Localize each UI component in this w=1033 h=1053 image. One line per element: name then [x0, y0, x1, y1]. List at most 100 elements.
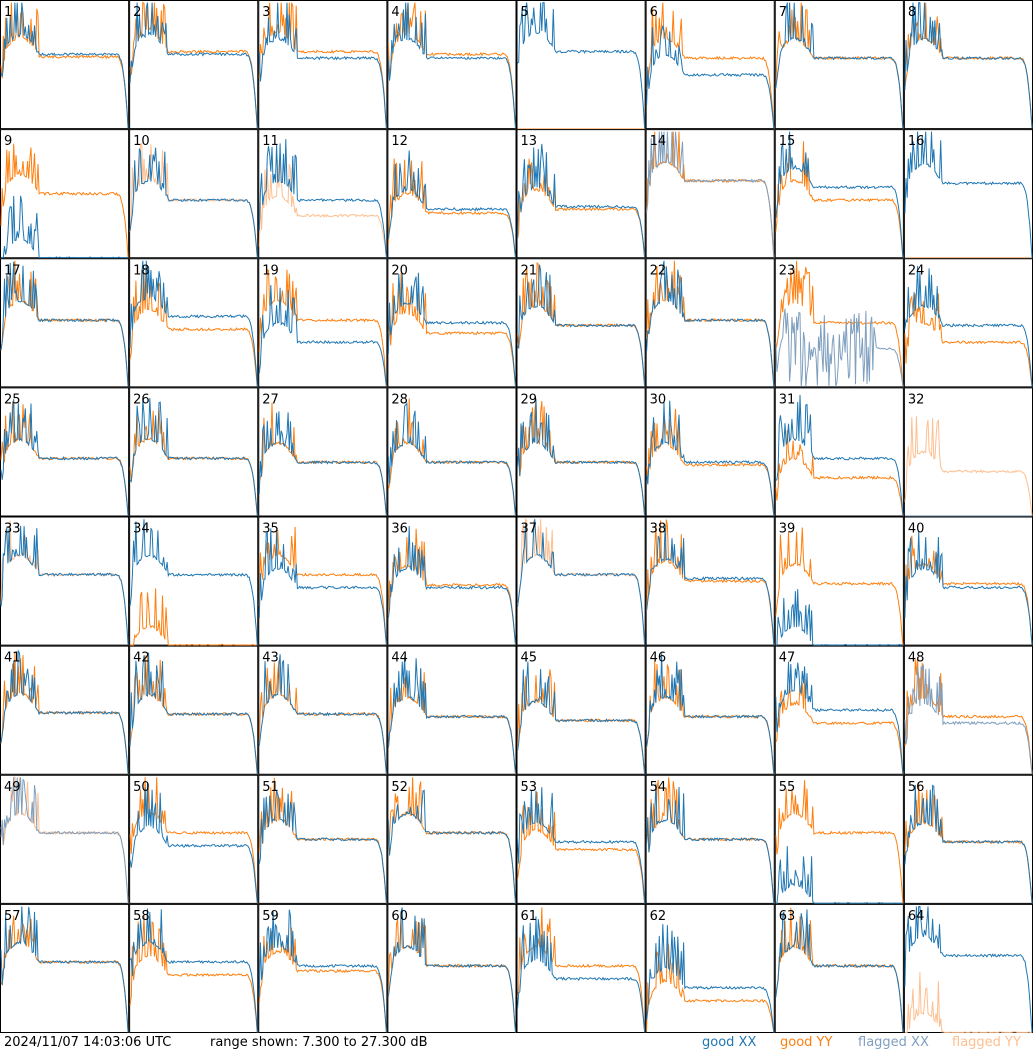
series-xx-line	[258, 411, 387, 516]
antenna-panel: 42	[129, 645, 259, 775]
panel-label: 38	[650, 522, 667, 537]
panel-label: 26	[133, 392, 150, 407]
series-xx-line	[517, 143, 646, 258]
panel-label: 62	[650, 909, 667, 924]
series-yy-line	[387, 2, 516, 129]
panel-frame	[387, 645, 517, 775]
series-xx-line	[258, 790, 387, 903]
panel-label: 3	[262, 5, 270, 20]
antenna-panel: 4	[387, 0, 517, 130]
panel-label: 22	[650, 263, 667, 278]
antenna-panel: 12	[387, 129, 517, 259]
panel-label: 25	[4, 392, 21, 407]
antenna-panel: 26	[129, 387, 259, 517]
antenna-panel: 41	[0, 645, 130, 775]
panel-label: 7	[779, 5, 787, 20]
series-xx-line	[517, 264, 646, 387]
series-xx-line	[387, 907, 516, 1032]
panel-frame	[903, 645, 1033, 775]
series-xx-line	[775, 308, 904, 387]
antenna-panel: 52	[387, 774, 517, 904]
panel-frame	[903, 903, 1033, 1033]
panel-frame	[129, 0, 259, 130]
series-xx-line	[904, 131, 1033, 258]
panel-frame	[645, 387, 775, 517]
antenna-panel: 39	[774, 516, 904, 646]
panel-label: 14	[650, 134, 667, 149]
series-yy-line	[904, 293, 1033, 387]
panel-label: 12	[391, 134, 408, 149]
antenna-panel: 62	[645, 903, 775, 1033]
panel-label: 11	[262, 134, 279, 149]
series-xx-line	[904, 664, 1033, 774]
series-xx-line	[775, 846, 903, 904]
series-xx-line	[646, 131, 775, 258]
antenna-panel: 25	[0, 387, 130, 517]
panel-label: 35	[262, 522, 279, 537]
panel-label: 59	[262, 909, 279, 924]
series-yy-line	[387, 272, 516, 387]
antenna-panel: 54	[645, 774, 775, 904]
antenna-panel: 60	[387, 903, 517, 1033]
panel-label: 58	[133, 909, 150, 924]
antenna-panel: 30	[645, 387, 775, 517]
series-xx-line	[517, 916, 646, 1033]
panel-label: 30	[650, 392, 667, 407]
antenna-panel: 31	[774, 387, 904, 517]
legend-good-yy: good YY	[780, 1035, 833, 1050]
antenna-panel: 53	[516, 774, 646, 904]
panel-frame	[0, 645, 130, 775]
panel-frame	[516, 774, 646, 904]
series-xx-line	[129, 2, 258, 129]
panel-label: 10	[133, 134, 150, 149]
antenna-panel: 47	[774, 645, 904, 775]
series-xx-line	[517, 398, 646, 516]
antenna-panel: 9	[0, 129, 130, 259]
panel-frame	[258, 516, 388, 646]
series-xx-line	[904, 906, 1033, 1033]
panel-frame	[0, 258, 130, 388]
antenna-panel: 7	[774, 0, 904, 130]
series-xx-line	[0, 777, 129, 904]
series-xx-line	[646, 524, 775, 646]
series-xx-line	[387, 526, 516, 646]
panel-frame	[903, 774, 1033, 904]
panel-label: 8	[908, 5, 916, 20]
series-xx-line	[904, 530, 1033, 646]
antenna-panel: 45	[516, 645, 646, 775]
series-xx-line	[775, 2, 904, 129]
antenna-panel: 34	[129, 516, 259, 646]
panel-frame	[774, 129, 904, 259]
panel-label: 55	[779, 780, 796, 795]
series-xx-line	[646, 260, 775, 387]
series-xx-line	[129, 519, 258, 646]
series-xx-line	[517, 519, 646, 646]
antenna-panel: 23	[774, 258, 904, 388]
panel-frame	[129, 387, 259, 517]
antenna-panel: 56	[903, 774, 1033, 904]
panel-label: 31	[779, 392, 796, 407]
panel-label: 50	[133, 780, 150, 795]
series-xx-line	[646, 400, 775, 516]
series-xx-line	[129, 398, 258, 516]
series-yy-line	[387, 398, 516, 516]
antenna-panel: 29	[516, 387, 646, 517]
series-yy-line	[904, 972, 1032, 1033]
antenna-panel: 32	[903, 387, 1033, 517]
series-xx-line	[904, 2, 1033, 129]
series-xx-line	[387, 402, 516, 516]
antenna-panel: 57	[0, 903, 130, 1033]
panel-label: 4	[391, 5, 399, 20]
antenna-panel: 10	[129, 129, 259, 259]
series-yy-line	[775, 260, 904, 387]
panel-frame	[387, 903, 517, 1033]
series-yy-line	[130, 588, 258, 646]
series-yy-line	[129, 407, 258, 516]
panel-label: 18	[133, 263, 150, 278]
panel-frame	[645, 0, 775, 130]
panel-frame	[129, 903, 259, 1033]
series-xx-line	[258, 2, 387, 129]
antenna-panel: 6	[645, 0, 775, 130]
panel-frame	[258, 387, 388, 517]
